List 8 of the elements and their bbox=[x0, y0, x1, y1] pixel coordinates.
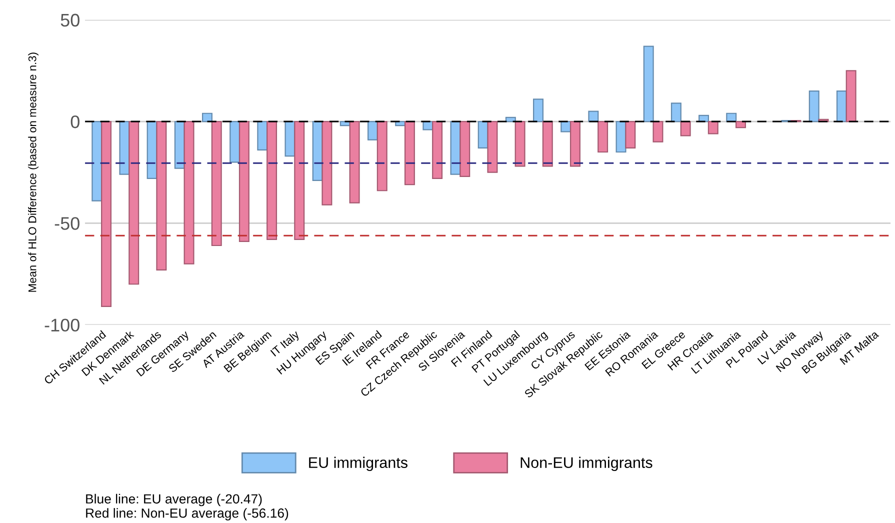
y-tick-label: -50 bbox=[54, 217, 80, 230]
y-tick-label: 0 bbox=[70, 115, 80, 128]
legend-label: EU immigrants bbox=[309, 456, 408, 472]
legend-label: Non-EU immigrants bbox=[520, 456, 652, 472]
y-tick-label: 50 bbox=[60, 14, 80, 27]
y-axis-title: Mean of HLO Difference (based on measure n.3) bbox=[28, 52, 38, 292]
y-tick-label: -100 bbox=[44, 318, 80, 332]
text: Blue line: EU average (-20.47) Red line: Non-EU average (-56.16) bbox=[86, 494, 288, 520]
